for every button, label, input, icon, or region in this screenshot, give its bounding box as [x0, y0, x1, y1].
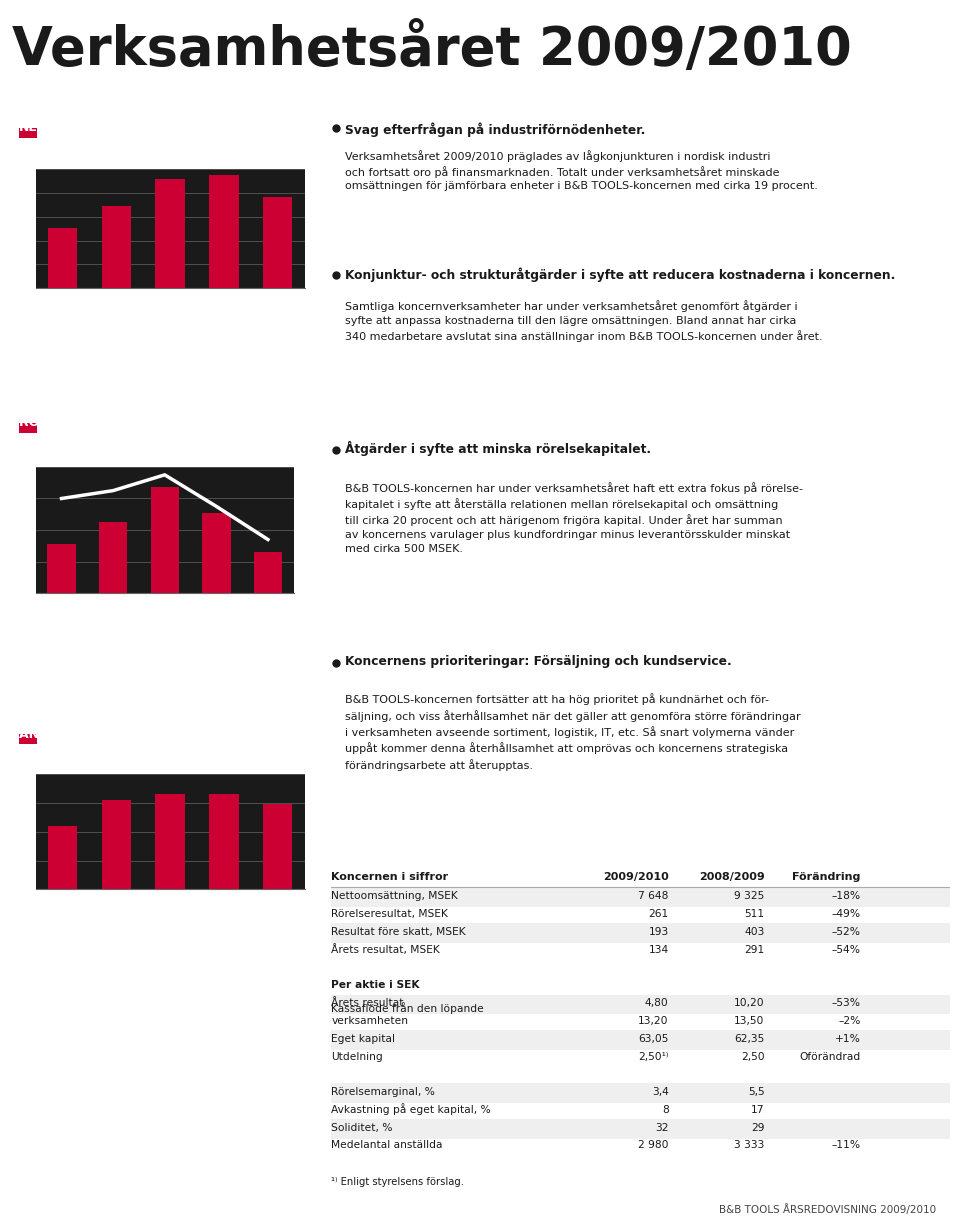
Text: 511: 511	[745, 909, 764, 919]
Text: 9 325: 9 325	[734, 892, 764, 902]
Text: Kassaflöde från den löpande
verksamheten: Kassaflöde från den löpande verksamheten	[331, 1002, 484, 1027]
Text: 3,4: 3,4	[652, 1087, 669, 1098]
Text: RÖRELSERESULTAT OCH RÖRELSEMARGINAL: RÖRELSERESULTAT OCH RÖRELSEMARGINAL	[19, 415, 327, 429]
Text: 29: 29	[751, 1122, 764, 1133]
Text: –11%: –11%	[831, 1140, 860, 1150]
Bar	[156, 795, 185, 889]
Text: Med stark organisk tillväxt samt genom förvärv har antalet anställda
i B&B TOOLS: Med stark organisk tillväxt samt genom f…	[19, 926, 936, 960]
Text: MSEK: MSEK	[41, 129, 70, 138]
Text: –54%: –54%	[831, 944, 860, 954]
FancyBboxPatch shape	[331, 924, 950, 943]
Bar	[102, 206, 132, 288]
Text: Verksamhetsåret 2009/2010: Verksamhetsåret 2009/2010	[12, 23, 852, 76]
Text: NETTOOMSÄTTNING: NETTOOMSÄTTNING	[19, 121, 159, 135]
Text: 134: 134	[648, 944, 669, 954]
Text: B&B TOOLS ÅRSREDOVISNING 2009/2010: B&B TOOLS ÅRSREDOVISNING 2009/2010	[719, 1204, 936, 1215]
Text: 62,35: 62,35	[734, 1034, 764, 1044]
Text: B&B TOOLS-koncernen har under de senaste fem åren vuxit både
genom organisk till: B&B TOOLS-koncernen har under de senaste…	[19, 323, 653, 370]
Text: –18%: –18%	[831, 892, 860, 902]
Text: Årets resultat: Årets resultat	[331, 998, 404, 1008]
Text: 8: 8	[661, 1105, 669, 1115]
Text: 13,20: 13,20	[638, 1016, 669, 1027]
Text: 2 980: 2 980	[638, 1140, 669, 1150]
Text: ANTAL ANSTÄLLDA VID VERKSAMHETSÅRETS SLUT: ANTAL ANSTÄLLDA VID VERKSAMHETSÅRETS SLU…	[19, 728, 373, 741]
Text: %: %	[163, 423, 173, 434]
Bar	[209, 795, 239, 889]
Text: 13,50: 13,50	[734, 1016, 764, 1027]
Text: MSEK: MSEK	[41, 423, 70, 434]
Text: –49%: –49%	[831, 909, 860, 919]
Text: Soliditet, %: Soliditet, %	[331, 1122, 393, 1133]
FancyBboxPatch shape	[331, 888, 950, 908]
Bar	[99, 522, 128, 593]
Text: Samtliga koncernverksamheter har under verksamhetsåret genomfört åtgärder i
syft: Samtliga koncernverksamheter har under v…	[345, 300, 823, 342]
Text: Utdelning: Utdelning	[331, 1051, 383, 1062]
Text: Rörelseresultatet för B&B TOOLS-koncernen under 2008/2009 och
2009/2010 påverkad: Rörelseresultatet för B&B TOOLS-koncerne…	[19, 631, 736, 653]
FancyBboxPatch shape	[331, 995, 950, 1014]
Text: 5,5: 5,5	[748, 1087, 764, 1098]
Text: B&B TOOLS-koncernen har under verksamhetsåret haft ett extra fokus på rörelse-
k: B&B TOOLS-koncernen har under verksamhet…	[345, 481, 803, 554]
Text: Konjunktur- och strukturåtgärder i syfte att reducera kostnaderna i koncernen.: Konjunktur- och strukturåtgärder i syfte…	[345, 268, 895, 282]
Text: 2008/2009: 2008/2009	[699, 872, 764, 882]
Text: Nettoomsättning, MSEK: Nettoomsättning, MSEK	[331, 892, 458, 902]
Text: 261: 261	[648, 909, 669, 919]
Text: Koncernen i siffror: Koncernen i siffror	[331, 872, 448, 882]
Text: Oförändrad: Oförändrad	[800, 1051, 860, 1062]
Bar	[203, 513, 230, 593]
Bar	[209, 175, 239, 288]
Bar	[19, 129, 37, 138]
Text: Per aktie i SEK: Per aktie i SEK	[331, 980, 420, 991]
Text: Åtgärder i syfte att minska rörelsekapitalet.: Åtgärder i syfte att minska rörelsekapit…	[345, 441, 651, 456]
Text: MSEK: MSEK	[41, 734, 70, 744]
Text: 4,80: 4,80	[645, 998, 669, 1008]
Bar	[19, 734, 37, 744]
Text: 291: 291	[744, 944, 764, 954]
Text: 3 333: 3 333	[734, 1140, 764, 1150]
Text: 63,05: 63,05	[638, 1034, 669, 1044]
Bar	[151, 488, 179, 593]
Text: –53%: –53%	[831, 998, 860, 1008]
Bar	[263, 804, 293, 889]
Text: Rörelseresultat, MSEK: Rörelseresultat, MSEK	[331, 909, 448, 919]
Text: 193: 193	[648, 927, 669, 937]
Text: 1: 1	[929, 619, 941, 637]
FancyBboxPatch shape	[331, 1118, 950, 1138]
Bar	[19, 423, 37, 434]
Text: 2,50: 2,50	[741, 1051, 764, 1062]
Text: –2%: –2%	[838, 1016, 860, 1027]
Text: Koncernens prioriteringar: Försäljning och kundservice.: Koncernens prioriteringar: Försäljning o…	[345, 655, 732, 668]
Bar	[48, 826, 78, 889]
Text: Förändring: Förändring	[792, 872, 860, 882]
Bar	[47, 544, 76, 593]
Text: Eget kapital: Eget kapital	[331, 1034, 396, 1044]
FancyBboxPatch shape	[331, 1030, 950, 1050]
Text: 2009/2010: 2009/2010	[603, 872, 669, 882]
Text: 17: 17	[751, 1105, 764, 1115]
Bar	[156, 179, 185, 288]
Text: 10,20: 10,20	[734, 998, 764, 1008]
Text: 7 648: 7 648	[638, 892, 669, 902]
Text: ¹⁾ Enligt styrelsens förslag.: ¹⁾ Enligt styrelsens förslag.	[331, 1177, 465, 1187]
Text: 32: 32	[655, 1122, 669, 1133]
FancyBboxPatch shape	[331, 1083, 950, 1102]
Text: –52%: –52%	[831, 927, 860, 937]
Bar	[253, 552, 282, 593]
Text: Medelantal anställda: Medelantal anställda	[331, 1140, 443, 1150]
Text: 2,50¹⁾: 2,50¹⁾	[638, 1051, 669, 1062]
Text: Årets resultat, MSEK: Årets resultat, MSEK	[331, 944, 440, 954]
Text: Resultat före skatt, MSEK: Resultat före skatt, MSEK	[331, 927, 466, 937]
Text: Rörelsemarginal, %: Rörelsemarginal, %	[331, 1087, 435, 1098]
Text: Svag efterfrågan på industriförnödenheter.: Svag efterfrågan på industriförnödenhete…	[345, 122, 645, 137]
Text: Verksamhetsåret 2009/2010 präglades av lågkonjunkturen i nordisk industri
och fo: Verksamhetsåret 2009/2010 präglades av l…	[345, 149, 818, 191]
Text: Avkastning på eget kapital, %: Avkastning på eget kapital, %	[331, 1102, 491, 1115]
Bar	[48, 228, 78, 288]
Bar	[102, 800, 132, 889]
Text: B&B TOOLS-koncernen fortsätter att ha hög prioritet på kundnärhet och för-
säljn: B&B TOOLS-koncernen fortsätter att ha hö…	[345, 693, 801, 771]
Bar	[263, 197, 293, 288]
Text: +1%: +1%	[835, 1034, 860, 1044]
Text: 403: 403	[744, 927, 764, 937]
